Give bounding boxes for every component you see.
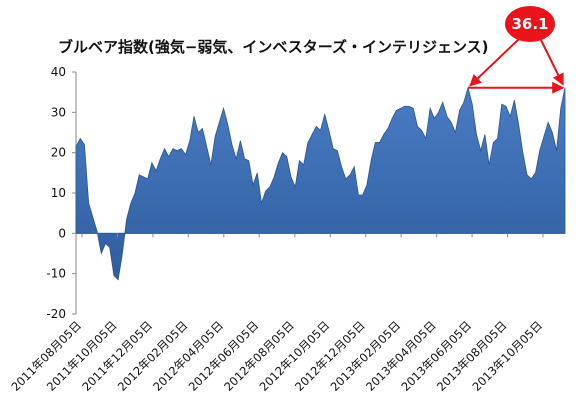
x-axis-ticks: 2011年08月05日2011年10月05日2011年12月05日2012年02… — [8, 233, 545, 394]
chart-title: ブルベア指数(強気−弱気、インベスターズ・インテリジェンス) — [58, 38, 489, 56]
y-tick-label: 30 — [51, 105, 66, 119]
callout-bubble — [505, 6, 555, 42]
area-series — [75, 86, 566, 281]
annotation-arrow-to-peak — [469, 37, 521, 87]
y-tick-label: 0 — [58, 226, 66, 240]
area-layer — [75, 86, 566, 281]
y-axis-ticks: -20 -10 0 10 20 30 40 — [46, 65, 76, 321]
y-tick-label: -20 — [46, 307, 66, 321]
annotation-layer: 36.1 — [468, 6, 565, 94]
annotation-arrow-to-latest — [539, 37, 564, 86]
y-tick-label: -10 — [46, 267, 66, 281]
y-tick-label: 10 — [51, 186, 66, 200]
y-tick-label: 40 — [51, 65, 66, 79]
y-tick-label: 20 — [51, 146, 66, 160]
callout-value: 36.1 — [511, 15, 548, 33]
